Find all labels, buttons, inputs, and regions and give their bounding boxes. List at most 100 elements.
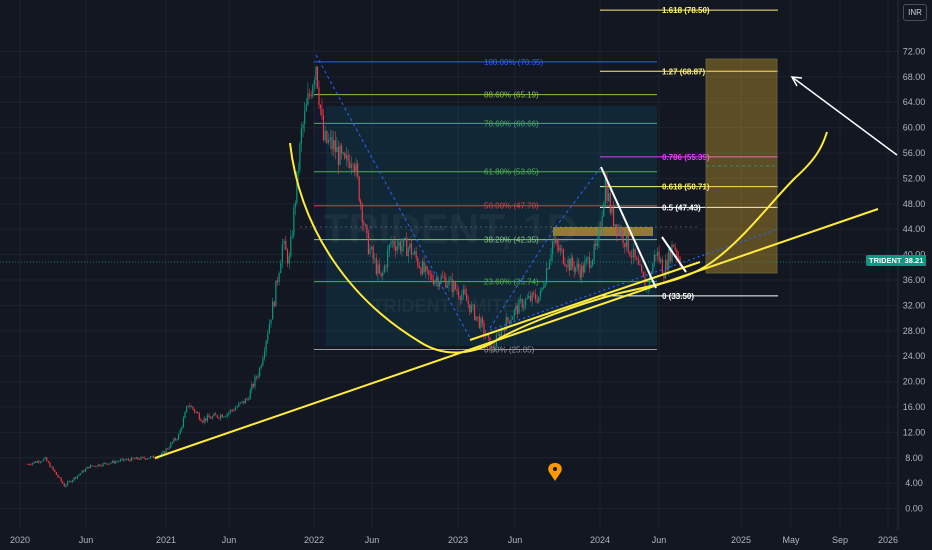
long-trendline[interactable] [154,208,879,459]
candle-body [302,124,304,129]
candle-body [226,413,228,417]
candle-body [374,258,376,260]
fib-level-label: 61.80% (53.05) [484,168,539,177]
candle-body [75,477,77,479]
y-tick-label: 24.00 [903,351,926,361]
arrow-head-icon [790,76,803,87]
candle-body [588,257,591,268]
candle-body [43,458,45,462]
candle-body [84,468,87,472]
fib-extension-levels[interactable]: 1.618 (78.50) 1.27 (68.87) 0.786 (55.39) 0.… [600,6,778,301]
candle-body [184,412,186,419]
candle-body [83,470,85,472]
candle-body [86,466,88,469]
candle-body [62,481,64,484]
x-tick-label: May [782,535,800,545]
candle-body [206,415,209,421]
y-tick-label: 48.00 [903,199,926,209]
currency-badge[interactable]: INR [903,4,927,21]
candle-body [599,226,602,228]
candle-body [449,278,452,280]
flag-line[interactable] [661,236,687,273]
candle-body [52,466,54,470]
time-axis[interactable]: 2020 Jun 2021 Jun 2022 Jun 2023 Jun 2024 Jun 2025 M… [10,535,898,545]
drawings[interactable] [154,54,898,481]
candle-body [569,259,571,271]
candle-body [55,471,57,475]
candle-body [65,485,67,487]
candle-body [60,477,62,482]
candle-body [113,460,115,464]
candle-body [236,406,238,408]
candle-body [276,280,279,282]
flag-pole-line[interactable] [600,166,657,289]
candle-body [126,459,128,460]
candle-body [672,244,675,247]
resistance-band[interactable] [553,227,653,236]
candle-body [611,207,613,213]
candle-body [467,300,469,305]
cup-curve[interactable] [289,131,828,354]
candle-body [544,283,546,288]
candle-body [116,461,118,463]
projection-arrow[interactable] [791,76,898,156]
location-pin-icon[interactable] [548,463,562,481]
candle-body [481,318,484,323]
candle-body [121,458,123,460]
candle-body [445,277,447,288]
candle-body [80,473,82,475]
candle-body [231,409,233,411]
candle-body [541,287,543,291]
candle-body [528,295,530,299]
fib-level-label: 38.20% (42.35) [484,236,539,245]
watermark-name: TRIDENT LIMITED [373,296,528,316]
candle-body [642,271,644,277]
candle-body [78,474,80,476]
candle-body [483,322,485,335]
candle-body [451,278,453,292]
candle-body [632,248,634,258]
candle-body [307,93,309,105]
candle-body [593,243,595,260]
candle-body [233,410,235,411]
candle-body [539,290,542,297]
candle-body [167,448,169,450]
candle-body [296,171,298,203]
candle-body [434,280,436,285]
candle-body [584,261,586,273]
candle-body [138,459,140,460]
candle-body [324,130,326,141]
x-tick-label: 2020 [10,535,30,545]
candle-body [57,474,59,478]
candle-body [36,461,38,463]
candle-body [429,274,431,276]
candle-body [652,264,654,274]
candle-body [576,263,578,268]
candle-body [555,239,557,243]
candle-body [391,241,394,242]
candle-body [31,463,34,465]
candle-body [470,305,473,313]
candle-body [66,481,69,486]
candle-body [341,145,343,154]
candle-body [477,316,479,318]
candle-body [582,265,584,273]
candle-body [637,259,639,265]
fib-retracement-zone[interactable] [314,106,657,346]
candle-body [616,224,618,234]
candle-body [624,242,626,248]
candle-body [420,268,422,275]
candle-body [536,299,538,303]
candle-body [438,282,441,287]
candle-body [108,463,110,465]
candle-body [627,234,629,253]
candle-body [663,273,665,279]
fib-retracement-levels[interactable]: 100.00% (70.35) 88.60% (65.19) 78.60% (60.… [314,58,657,355]
candle-body [590,265,592,268]
candle-body [58,477,61,478]
price-axis[interactable]: 72.00 68.00 64.00 60.00 56.00 52.00 48.00 44.00… [903,46,926,513]
short-trendline[interactable] [469,261,701,341]
candle-body [454,282,457,290]
candle-body [473,305,476,320]
